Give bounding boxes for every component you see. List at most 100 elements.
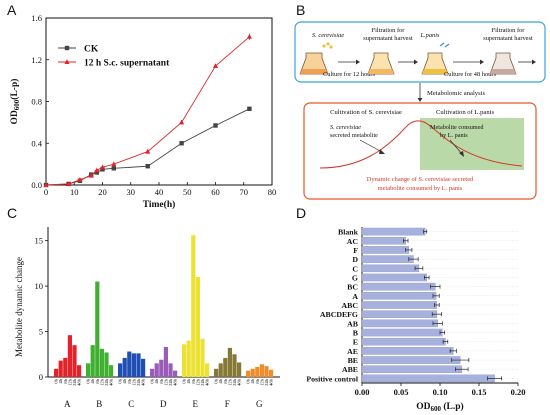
y-tick-label: 0.8 <box>31 97 42 107</box>
arrow-down-icon <box>417 83 423 102</box>
zone-lp <box>420 118 524 170</box>
bar <box>361 236 406 245</box>
y-tick-label: 0.0 <box>31 180 42 190</box>
time-label: 12h <box>163 378 168 386</box>
bar <box>200 338 205 377</box>
category-label: ABE <box>342 365 358 374</box>
time-label: 24h <box>200 378 205 386</box>
group-label: F <box>225 399 230 409</box>
group-label: G <box>256 399 263 409</box>
panel-letter-a: A <box>7 2 17 18</box>
bar <box>131 353 136 377</box>
bar <box>232 354 237 377</box>
time-label: 48h <box>109 378 114 386</box>
time-label: 48h <box>141 378 146 386</box>
bar <box>255 367 260 377</box>
arrow-icon <box>453 59 484 65</box>
x-tick-label: 0.00 <box>355 387 370 397</box>
time-label: 4h <box>218 378 223 383</box>
series-line <box>45 108 250 186</box>
category-label: D <box>352 255 358 264</box>
bar <box>361 356 461 364</box>
label-consumed-2: by L. panis <box>440 132 468 139</box>
x-tick-label: 0.05 <box>394 387 409 397</box>
culture-box <box>294 21 546 83</box>
x-tick-label: 60 <box>211 187 220 197</box>
category-label: G <box>352 273 358 282</box>
time-label: 4h <box>122 378 127 383</box>
bar <box>246 370 251 377</box>
label-filtration-2: Filtration for <box>492 27 526 34</box>
bar <box>86 363 91 377</box>
bar <box>361 319 438 328</box>
metabolite-curve <box>319 120 523 169</box>
x-axis-label: OD600 (L.p) <box>416 401 463 413</box>
y-tick-label: 15 <box>35 236 44 246</box>
bar <box>361 310 438 318</box>
zone-sc <box>318 118 420 170</box>
data-point <box>111 166 116 171</box>
arrow-icon <box>398 59 418 65</box>
category-label: BC <box>347 283 358 292</box>
category-label: A <box>352 292 358 301</box>
legend-label: CK <box>84 45 99 55</box>
label-caption-2: metabolite consumed by L. panis <box>378 185 463 192</box>
data-point <box>99 164 106 170</box>
data-point <box>213 123 218 128</box>
time-label: 48h <box>77 378 82 386</box>
x-tick-label: 0.15 <box>472 387 487 397</box>
bar <box>223 357 228 377</box>
bar <box>361 328 443 337</box>
bar <box>361 264 420 273</box>
bar <box>182 344 187 377</box>
x-tick-label: 0 <box>44 187 48 197</box>
arrow-icon <box>359 139 385 154</box>
label-cultivation-sc: Cultivation of S. cerevisiae <box>330 109 402 116</box>
bar <box>361 301 438 309</box>
data-point <box>145 148 151 154</box>
group-label: C <box>128 399 134 409</box>
label-filtration-1: Filtration for <box>372 27 406 34</box>
bar <box>361 337 446 346</box>
x-tick-label: 0.10 <box>433 387 448 397</box>
bar <box>361 255 414 263</box>
time-label: 12h <box>195 378 200 386</box>
time-label: 8h <box>255 378 260 383</box>
category-label: AC <box>347 237 359 246</box>
workflow-diagram-b: S. cerevisiae Culture for 12 hours Filtr… <box>294 21 546 200</box>
label-s-cerevisiae: S. cerevisiae <box>312 32 344 39</box>
category-label: AE <box>347 347 358 356</box>
x-tick-label: 10 <box>70 187 79 197</box>
label-culture-48h: Culture for 48 hours <box>444 71 497 78</box>
time-label: 8h <box>159 378 164 383</box>
bar <box>361 292 437 300</box>
bar <box>72 345 77 377</box>
time-label: 4h <box>250 378 255 383</box>
data-point <box>246 33 252 39</box>
bar <box>361 282 436 291</box>
time-label: 12h <box>227 378 232 386</box>
bar <box>361 227 426 236</box>
label-l-panis: L.panis <box>419 32 440 39</box>
time-label: 8h <box>63 378 68 383</box>
group-label: E <box>193 399 199 409</box>
bar <box>127 351 132 377</box>
y-tick-label: 0.4 <box>31 138 42 148</box>
data-point <box>179 141 184 146</box>
hbar-chart-d: 0.00 0.05 0.10 0.15 0.20 BlankACFDCGBCAABCABC… <box>306 227 525 413</box>
data-point <box>212 63 219 69</box>
time-label: 4h <box>58 378 63 383</box>
bar <box>67 335 72 377</box>
bacteria-icon <box>439 42 450 48</box>
flask-icon <box>299 52 329 75</box>
category-label: Positive control <box>306 374 358 383</box>
bar <box>173 370 178 377</box>
legend-marker <box>64 59 70 64</box>
y-tick-label: 5 <box>39 327 43 337</box>
time-label: 48h <box>269 378 274 386</box>
group-label: B <box>96 399 102 409</box>
time-label: 8h <box>223 378 228 383</box>
bar <box>154 363 159 377</box>
time-label: 48h <box>173 378 178 386</box>
category-label: ABC <box>342 301 359 310</box>
